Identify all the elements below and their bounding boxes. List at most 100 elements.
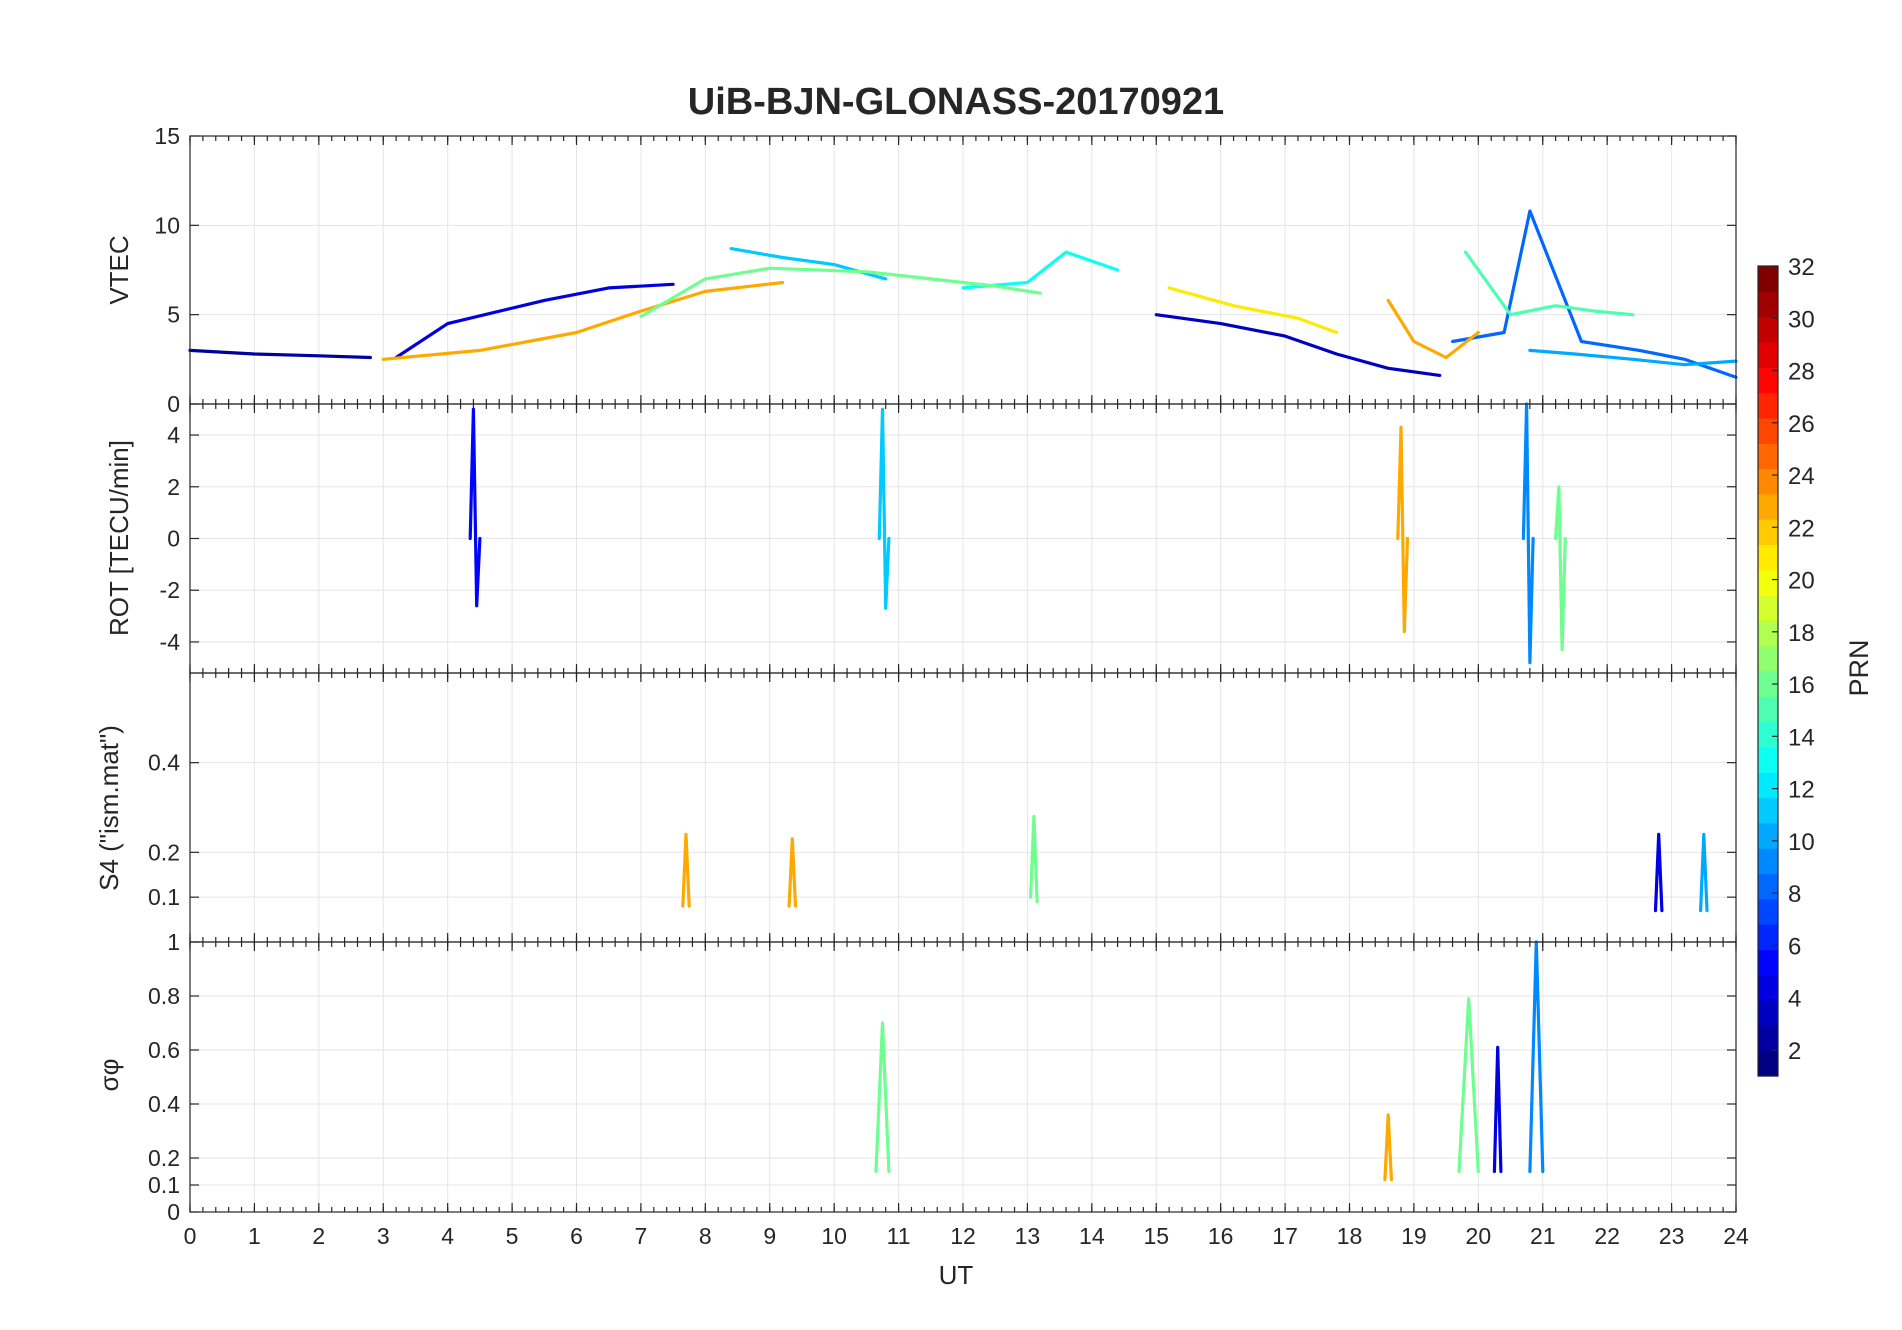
x-tick-label: 21 — [1530, 1223, 1556, 1249]
colorbar-segment — [1758, 645, 1778, 672]
colorbar-tick-label: 22 — [1788, 515, 1815, 542]
y-axis-label-sigma-phi: σφ — [94, 1059, 124, 1092]
colorbar-segment — [1758, 595, 1778, 621]
colorbar-segment — [1758, 493, 1778, 520]
colorbar-segment — [1758, 417, 1778, 444]
x-tick-label: 15 — [1143, 1223, 1169, 1249]
x-tick-label: 24 — [1723, 1223, 1749, 1249]
colorbar-tick-label: 30 — [1788, 306, 1815, 333]
series-prn-2 — [188, 348, 372, 360]
colorbar-tick-label: 8 — [1788, 881, 1801, 908]
series-prn-11 — [877, 407, 891, 610]
series-prn-23 — [1396, 425, 1410, 634]
colorbar-segment — [1758, 772, 1778, 799]
x-axis-label: UT — [939, 1260, 974, 1290]
x-tick-label: 20 — [1466, 1223, 1492, 1249]
colorbar-segment — [1758, 620, 1778, 647]
y-tick-label: -2 — [160, 577, 180, 603]
y-tick-label: 0.4 — [148, 1091, 180, 1117]
y-tick-label: 0.1 — [148, 1172, 180, 1198]
colorbar-segment — [1758, 924, 1778, 951]
series-prn-4 — [394, 282, 675, 360]
x-tick-label: 18 — [1337, 1223, 1363, 1249]
x-tick-label: 8 — [699, 1223, 712, 1249]
x-tick-label: 12 — [950, 1223, 976, 1249]
y-tick-label: 0.2 — [148, 1145, 180, 1171]
x-tick-label: 4 — [441, 1223, 454, 1249]
x-tick-label: 19 — [1401, 1223, 1427, 1249]
colorbar-segment — [1758, 721, 1778, 748]
y-tick-label: 1 — [167, 929, 180, 955]
series-prn-16 — [1457, 997, 1480, 1174]
colorbar-segment — [1758, 671, 1778, 697]
y-axis-label-vtec: VTEC — [104, 235, 134, 304]
series-prn-10 — [1528, 348, 1738, 367]
colorbar-segment — [1758, 367, 1778, 394]
x-tick-label: 3 — [377, 1223, 390, 1249]
y-tick-label: 15 — [154, 123, 180, 149]
y-tick-label: 2 — [167, 474, 180, 500]
colorbar-segment — [1758, 519, 1778, 546]
x-tick-label: 16 — [1208, 1223, 1234, 1249]
series-prn-21 — [1167, 286, 1339, 335]
colorbar-tick-label: 16 — [1788, 672, 1815, 699]
series-prn-23 — [787, 837, 798, 908]
x-tick-label: 5 — [506, 1223, 519, 1249]
y-tick-label: 0.8 — [148, 983, 180, 1009]
y-axis-label-rot: ROT [TECU/min] — [104, 440, 134, 636]
colorbar-tick-label: 28 — [1788, 359, 1815, 386]
colorbar-segment — [1758, 1050, 1778, 1077]
series-prn-23 — [381, 280, 785, 361]
y-tick-label: 0 — [167, 1199, 180, 1225]
colorbar-segment — [1758, 848, 1778, 875]
y-tick-label: 0 — [167, 391, 180, 417]
series-prn-3 — [1154, 313, 1442, 377]
series-prn-9 — [1521, 402, 1535, 665]
colorbar-segment — [1758, 443, 1778, 470]
colorbar-segment — [1758, 822, 1778, 849]
panel-s4: 0.1 0.2 0.4 S4 ("ism.mat") — [94, 672, 1737, 943]
x-tick-label: 14 — [1079, 1223, 1105, 1249]
colorbar-segment — [1758, 949, 1778, 976]
colorbar-segment — [1758, 544, 1778, 571]
colorbar-label: PRN — [1844, 639, 1874, 696]
colorbar-frame — [1757, 265, 1779, 1077]
colorbar-segment — [1758, 797, 1778, 824]
colorbar-segment — [1758, 1000, 1778, 1026]
x-tick-label: 13 — [1015, 1223, 1041, 1249]
colorbar-tick-label: 6 — [1788, 933, 1801, 960]
series-prn-9 — [1528, 940, 1545, 1174]
colorbar-segment — [1758, 696, 1778, 723]
colorbar-segment — [1758, 316, 1778, 343]
x-tick-label: 10 — [821, 1223, 847, 1249]
series-prn-11 — [729, 247, 888, 281]
colorbar-tick-label: 26 — [1788, 411, 1815, 438]
y-axis-label-s4: S4 ("ism.mat") — [94, 725, 124, 891]
x-tick-label: 9 — [763, 1223, 776, 1249]
panel-frame — [189, 941, 1737, 1213]
colorbar-tick-label: 14 — [1788, 724, 1815, 751]
x-tick-label: 23 — [1659, 1223, 1685, 1249]
colorbar-segment — [1758, 468, 1778, 495]
series-prn-8 — [1450, 209, 1738, 379]
x-tick-label: 7 — [635, 1223, 648, 1249]
x-axis: 0 1 2 3 4 5 6 7 8 9 10 11 12 13 14 15 16 17 18 19 20 21 22 23 24 — [184, 1223, 1749, 1249]
colorbar-tick-label: 18 — [1788, 620, 1815, 647]
y-tick-label: 0.4 — [148, 750, 180, 776]
series-prn-23 — [681, 832, 691, 908]
y-tick-label: 10 — [154, 212, 180, 238]
colorbar-segment — [1758, 1025, 1778, 1052]
colorbar-segment — [1758, 266, 1778, 292]
y-tick-label: 0.2 — [148, 839, 180, 865]
colorbar-tick-label: 12 — [1788, 777, 1815, 804]
colorbar-segment — [1758, 569, 1778, 596]
colorbar-tick-label: 10 — [1788, 829, 1815, 856]
series-prn-16 — [639, 266, 1042, 319]
colorbar-segment — [1758, 392, 1778, 419]
series-prn-10 — [1698, 832, 1709, 913]
colorbar-tick-label: 2 — [1788, 1038, 1801, 1065]
x-tick-label: 17 — [1272, 1223, 1298, 1249]
y-tick-label: 4 — [167, 422, 180, 448]
